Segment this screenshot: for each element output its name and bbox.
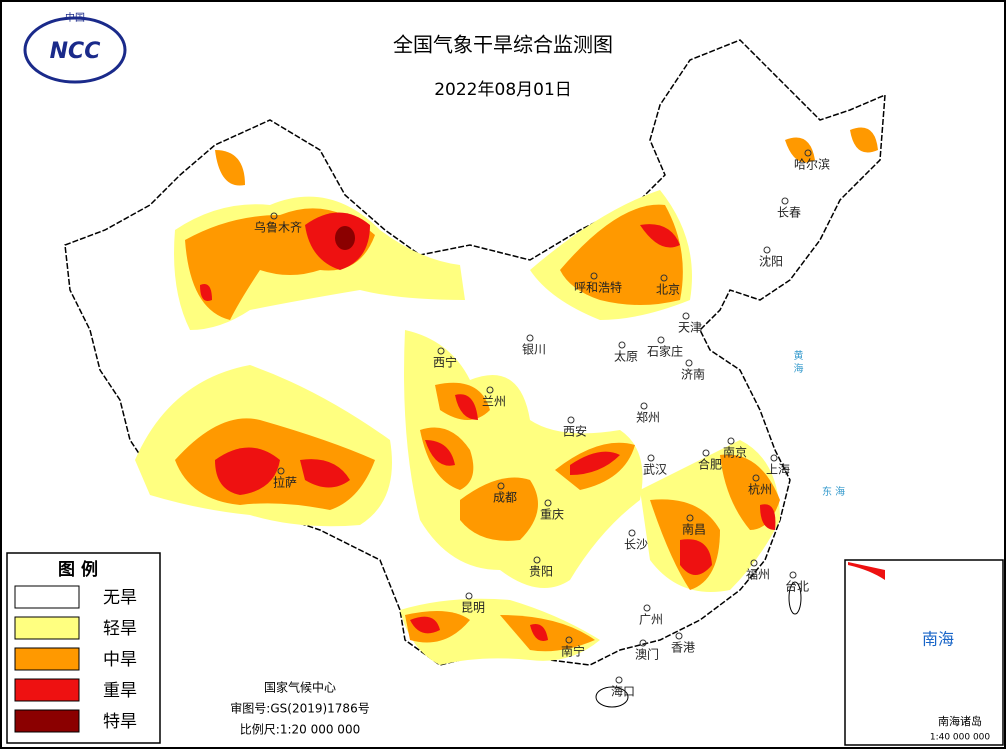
city-marker <box>752 474 760 482</box>
city-marker <box>639 639 647 647</box>
city-label: 兰州 <box>482 395 506 409</box>
logo-top: 中国 <box>65 11 85 24</box>
city-marker <box>567 416 575 424</box>
city-label: 乌鲁木齐 <box>254 220 302 235</box>
city-label: 福州 <box>746 567 770 582</box>
city-marker <box>647 454 655 462</box>
sea-label: 黄 海 <box>791 349 803 374</box>
city-label: 西安 <box>563 424 587 439</box>
legend-swatch <box>14 709 80 733</box>
city-label: 郑州 <box>636 410 660 425</box>
city-label: 呼和浩特 <box>574 280 622 295</box>
city-label: 昆明 <box>461 601 485 615</box>
inset-sea: 南海 <box>922 630 954 649</box>
city-label: 哈尔滨 <box>794 157 830 172</box>
city-marker <box>685 359 693 367</box>
city-marker <box>640 402 648 410</box>
footer-review: 审图号:GS(2019)1786号 <box>230 701 369 716</box>
city-marker <box>682 312 690 320</box>
city-marker <box>686 514 694 522</box>
legend-label: 中旱 <box>103 650 137 670</box>
legend-swatch <box>14 585 80 609</box>
city-label: 广州 <box>639 613 663 627</box>
city-label: 天津 <box>678 321 702 335</box>
legend-swatch <box>14 678 80 702</box>
city-marker <box>544 499 552 507</box>
city-marker <box>781 197 789 205</box>
city-marker <box>465 592 473 600</box>
city-marker <box>628 529 636 537</box>
city-label: 南昌 <box>682 522 706 537</box>
city-label: 台北 <box>785 579 809 594</box>
city-label: 南京 <box>723 445 747 460</box>
city-label: 石家庄 <box>647 344 683 359</box>
logo: NCC 中国 <box>23 11 127 84</box>
city-marker <box>750 559 758 567</box>
city-label: 合肥 <box>698 457 722 472</box>
city-label: 长春 <box>777 206 801 220</box>
city-marker <box>789 571 797 579</box>
city-label: 海口 <box>611 684 635 699</box>
city-label: 澳门 <box>635 647 659 662</box>
legend-swatch <box>14 616 80 640</box>
city-marker <box>770 454 778 462</box>
city-marker <box>675 632 683 640</box>
city-label: 南宁 <box>561 644 585 659</box>
city-marker <box>643 604 651 612</box>
legend-label: 重旱 <box>103 681 137 701</box>
logo-text: NCC <box>50 39 101 64</box>
city-marker <box>565 636 573 644</box>
city-marker <box>727 437 735 445</box>
title: 全国气象干旱综合监测图 <box>393 33 613 57</box>
sea-label: 东 海 <box>822 485 845 498</box>
city-marker <box>702 449 710 457</box>
city-label: 济南 <box>681 367 705 382</box>
inset-islands: 南海诸岛 <box>938 714 982 728</box>
city-label: 贵阳 <box>529 565 553 579</box>
inset-scale: 1:40 000 000 <box>930 733 991 743</box>
date: 2022年08月01日 <box>434 80 572 100</box>
city-label: 成都 <box>493 491 517 505</box>
legend-title: 图 例 <box>58 559 98 580</box>
city-label: 拉萨 <box>273 475 297 490</box>
city-marker <box>618 341 626 349</box>
city-label: 长沙 <box>624 538 648 552</box>
city-marker <box>497 482 505 490</box>
city-label: 沈阳 <box>759 254 783 269</box>
legend-swatch <box>14 647 80 671</box>
city-marker <box>526 334 534 342</box>
footer-org: 国家气候中心 <box>264 680 336 695</box>
city-marker <box>437 347 445 355</box>
legend-label: 轻旱 <box>103 619 137 639</box>
city-label: 重庆 <box>540 508 564 522</box>
city-marker <box>615 676 623 684</box>
inset: 南海 南海诸岛 1:40 000 000 <box>844 559 1004 746</box>
city-label: 西宁 <box>433 355 457 370</box>
city-marker <box>590 272 598 280</box>
city-label: 银川 <box>522 343 546 357</box>
city-marker <box>804 149 812 157</box>
city-marker <box>660 274 668 282</box>
city-marker <box>277 467 285 475</box>
city-marker <box>657 336 665 344</box>
city-label: 武汉 <box>643 463 667 477</box>
city-label: 北京 <box>656 283 680 297</box>
city-marker <box>270 212 278 220</box>
legend-label: 无旱 <box>103 588 137 608</box>
city-label: 上海 <box>766 462 790 477</box>
city-label: 杭州 <box>748 482 772 497</box>
legend-label: 特旱 <box>103 712 137 732</box>
city-marker <box>533 556 541 564</box>
city-label: 太原 <box>614 349 638 364</box>
city-label: 香港 <box>671 641 695 655</box>
city-marker <box>763 246 771 254</box>
city-marker <box>486 386 494 394</box>
footer-scale: 比例尺:1:20 000 000 <box>240 723 360 737</box>
